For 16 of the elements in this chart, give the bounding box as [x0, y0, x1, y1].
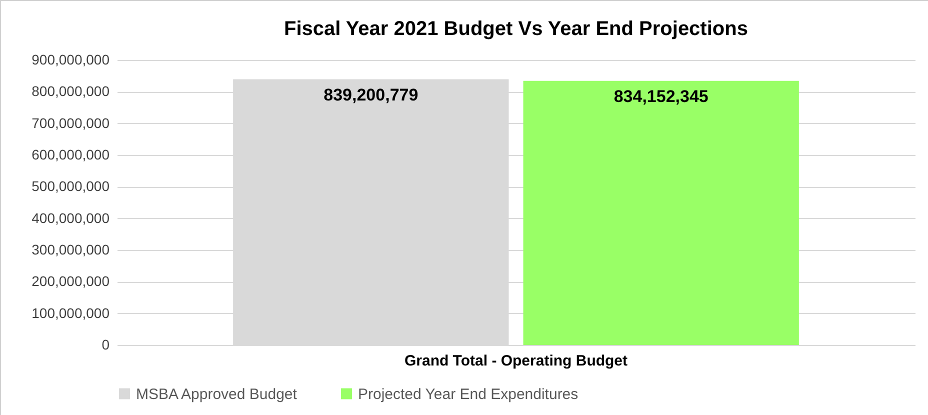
y-tick-label: 100,000,000 — [32, 304, 110, 321]
data-label: 834,152,345 — [614, 86, 708, 106]
y-tick-label: 800,000,000 — [32, 83, 110, 100]
legend-label: MSBA Approved Budget — [136, 386, 298, 403]
y-tick-label: 200,000,000 — [32, 273, 110, 290]
y-tick-label: 500,000,000 — [32, 178, 110, 194]
y-tick-label: 0 — [102, 336, 110, 352]
y-tick-label: 400,000,000 — [32, 210, 110, 226]
y-tick-label: 600,000,000 — [32, 146, 110, 162]
y-tick-label: 300,000,000 — [32, 242, 110, 258]
y-tick-label: 700,000,000 — [32, 114, 110, 131]
legend-label: Projected Year End Expenditures — [358, 386, 578, 403]
x-tick-label: Grand Total - Operating Budget — [404, 352, 628, 370]
y-tick-label: 900,000,000 — [32, 52, 110, 68]
data-label: 839,200,779 — [324, 85, 418, 104]
chart-title: Fiscal Year 2021 Budget Vs Year End Projections — [284, 18, 748, 40]
